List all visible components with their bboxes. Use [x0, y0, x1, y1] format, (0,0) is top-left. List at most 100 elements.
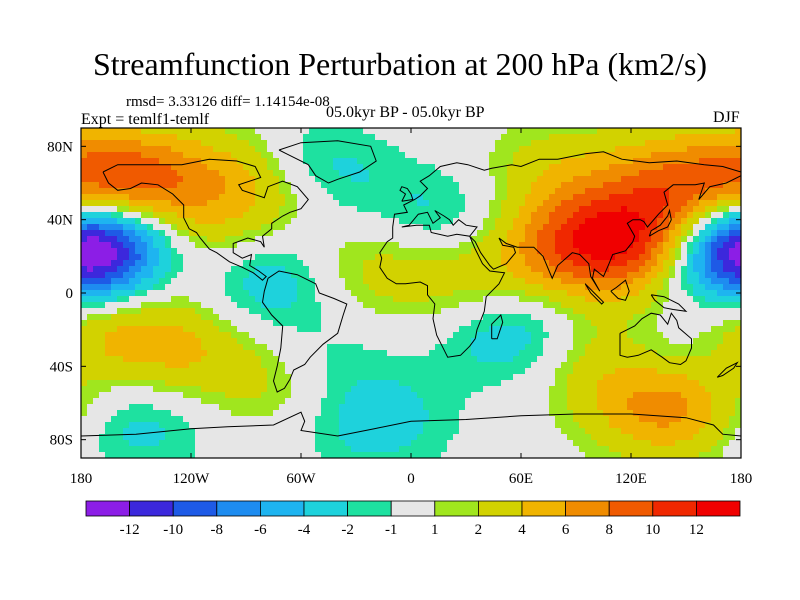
field-cell: [549, 140, 556, 147]
field-cell: [87, 188, 94, 195]
field-cell: [561, 200, 568, 207]
field-cell: [573, 314, 580, 321]
field-cell: [117, 332, 124, 339]
field-cell: [441, 344, 448, 351]
field-cell: [549, 236, 556, 243]
field-cell: [525, 248, 532, 255]
field-cell: [189, 278, 196, 285]
field-cell: [339, 134, 346, 141]
field-cell: [327, 224, 334, 231]
field-cell: [105, 140, 112, 147]
field-cell: [531, 212, 538, 219]
field-cell: [651, 164, 658, 171]
field-cell: [291, 140, 298, 147]
field-cell: [675, 176, 682, 183]
field-cell: [681, 140, 688, 147]
field-cell: [633, 356, 640, 363]
field-cell: [261, 200, 268, 207]
field-cell: [231, 332, 238, 339]
field-cell: [93, 284, 100, 291]
field-cell: [513, 374, 520, 381]
field-cell: [495, 128, 502, 135]
field-cell: [291, 242, 298, 249]
field-cell: [303, 284, 310, 291]
field-cell: [381, 272, 388, 279]
field-cell: [117, 236, 124, 243]
field-cell: [87, 212, 94, 219]
field-cell: [273, 212, 280, 219]
field-cell: [567, 242, 574, 249]
field-cell: [465, 194, 472, 201]
field-cell: [681, 326, 688, 333]
field-cell: [381, 362, 388, 369]
field-cell: [249, 164, 256, 171]
field-cell: [411, 236, 418, 243]
field-cell: [495, 344, 502, 351]
field-cell: [567, 146, 574, 153]
field-cell: [303, 278, 310, 285]
field-cell: [627, 380, 634, 387]
field-cell: [561, 368, 568, 375]
field-cell: [201, 206, 208, 213]
field-cell: [681, 368, 688, 375]
field-cell: [351, 224, 358, 231]
field-cell: [81, 128, 88, 135]
field-cell: [291, 230, 298, 237]
field-cell: [189, 380, 196, 387]
field-cell: [567, 176, 574, 183]
field-cell: [111, 326, 118, 333]
field-cell: [243, 368, 250, 375]
field-cell: [513, 392, 520, 399]
field-cell: [279, 140, 286, 147]
field-cell: [237, 386, 244, 393]
field-cell: [639, 296, 646, 303]
field-cell: [171, 338, 178, 345]
field-cell: [357, 248, 364, 255]
field-cell: [621, 140, 628, 147]
field-cell: [561, 206, 568, 213]
field-cell: [81, 152, 88, 159]
field-cell: [159, 230, 166, 237]
field-cell: [249, 314, 256, 321]
field-cell: [321, 242, 328, 249]
field-cell: [153, 134, 160, 141]
field-cell: [651, 128, 658, 135]
field-cell: [357, 152, 364, 159]
field-cell: [621, 212, 628, 219]
field-cell: [441, 260, 448, 267]
field-cell: [507, 356, 514, 363]
field-cell: [717, 158, 724, 165]
field-cell: [549, 284, 556, 291]
field-cell: [711, 152, 718, 159]
field-cell: [729, 302, 736, 309]
field-cell: [723, 236, 730, 243]
field-cell: [573, 392, 580, 399]
field-cell: [297, 272, 304, 279]
field-cell: [291, 314, 298, 321]
field-cell: [195, 356, 202, 363]
field-cell: [393, 350, 400, 357]
field-cell: [531, 284, 538, 291]
field-cell: [189, 308, 196, 315]
field-cell: [669, 134, 676, 141]
field-cell: [387, 380, 394, 387]
field-cell: [129, 368, 136, 375]
field-cell: [573, 374, 580, 381]
field-cell: [711, 386, 718, 393]
field-cell: [207, 338, 214, 345]
field-cell: [279, 188, 286, 195]
field-cell: [627, 296, 634, 303]
field-cell: [303, 272, 310, 279]
field-cell: [357, 206, 364, 213]
field-cell: [729, 134, 736, 141]
field-cell: [729, 128, 736, 135]
field-cell: [171, 152, 178, 159]
field-cell: [561, 380, 568, 387]
field-cell: [735, 362, 742, 369]
field-cell: [549, 260, 556, 267]
field-cell: [519, 296, 526, 303]
field-cell: [279, 374, 286, 381]
field-cell: [177, 302, 184, 309]
field-cell: [267, 338, 274, 345]
field-cell: [729, 218, 736, 225]
